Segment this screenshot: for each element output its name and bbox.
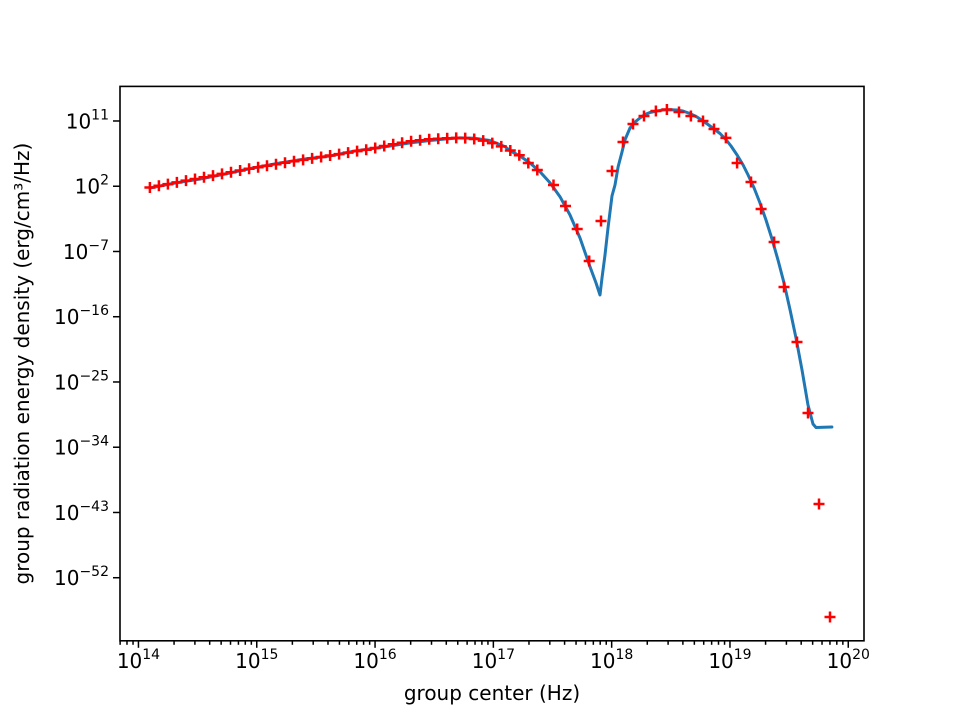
x-tick-label: 1019	[708, 647, 751, 673]
plot-border	[119, 85, 865, 642]
x-tick-label: 1020	[827, 647, 870, 673]
spectrum-line	[148, 108, 834, 429]
y-tick-label: 10−34	[54, 434, 109, 460]
y-tick-label: 10−16	[54, 303, 109, 329]
x-tick-label: 1017	[472, 647, 515, 673]
y-tick-label: 102	[75, 173, 109, 199]
group-markers	[144, 104, 836, 623]
axis-ticks	[113, 120, 850, 648]
x-tick-label: 1016	[353, 647, 396, 673]
x-axis-label: group center (Hz)	[404, 681, 580, 705]
y-tick-label: 10−25	[54, 368, 109, 394]
y-tick-label: 10−43	[54, 499, 109, 525]
x-tick-label: 1018	[590, 647, 633, 673]
y-axis-label: group radiation energy density (erg/cm³/…	[10, 143, 34, 585]
plot-area: 1014 1015 1016 1017 1018 1019 1020 1011 102 10−7 1…	[54, 85, 870, 673]
x-tick-label: 1014	[117, 647, 160, 673]
y-tick-label: 10−7	[63, 238, 109, 264]
y-tick-label: 10−52	[54, 564, 109, 590]
x-tick-label: 1015	[235, 647, 278, 673]
y-tick-label: 1011	[66, 107, 109, 133]
